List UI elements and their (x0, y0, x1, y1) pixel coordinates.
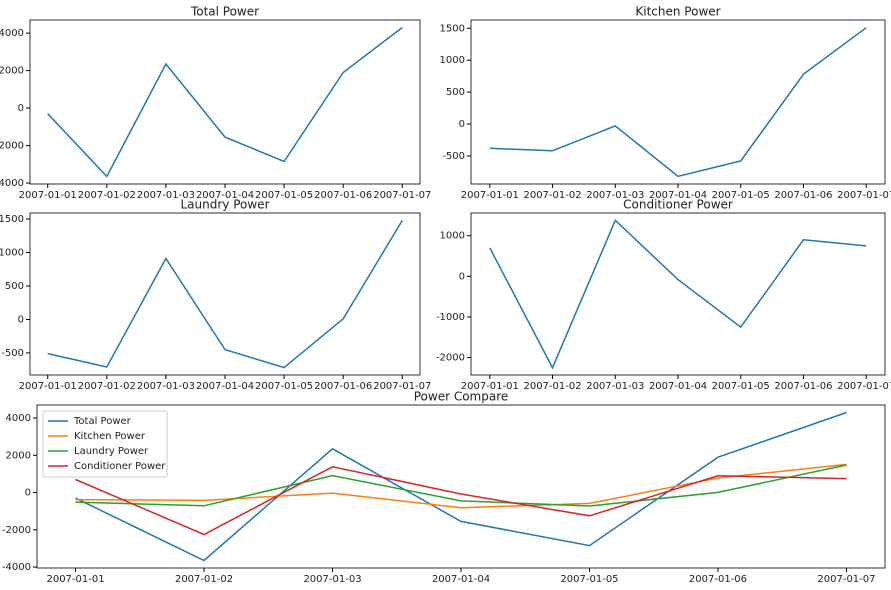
chart-title: Conditioner Power (623, 198, 733, 212)
x-tick-label: 2007-01-01 (19, 381, 77, 392)
x-tick-label: 2007-01-06 (689, 574, 747, 585)
x-tick-label: 2007-01-04 (649, 381, 707, 392)
legend-label: Conditioner Power (74, 461, 166, 472)
x-tick-label: 2007-01-03 (586, 190, 644, 201)
x-tick-label: 2007-01-04 (649, 190, 707, 201)
x-tick-label: 2007-01-02 (523, 381, 581, 392)
axes-frame (470, 212, 886, 376)
x-tick-label: 2007-01-03 (137, 381, 195, 392)
x-tick-label: 2007-01-03 (303, 574, 361, 585)
y-tick-label: 500 (5, 281, 24, 292)
y-tick-label: 4000 (0, 28, 24, 39)
x-tick-label: 2007-01-04 (196, 381, 254, 392)
x-tick-label: 2007-01-05 (560, 574, 618, 585)
x-tick-label: 2007-01-05 (255, 190, 313, 201)
x-tick-label: 2007-01-01 (46, 574, 104, 585)
line (47, 26, 403, 178)
axes-frame (29, 212, 421, 376)
axes-frame (36, 404, 886, 569)
x-tick-label: 2007-01-01 (461, 190, 519, 201)
line (47, 220, 403, 369)
x-tick-label: 2007-01-07 (373, 190, 431, 201)
x-tick-label: 2007-01-03 (137, 190, 195, 201)
subplot: Conditioner Power -2000 -1000 0 1000 2007-01-… (436, 198, 891, 393)
y-tick-label: -2000 (2, 525, 31, 536)
y-tick-label: 1500 (440, 23, 465, 34)
y-tick-label: -2000 (0, 141, 24, 152)
x-tick-label: 2007-01-06 (314, 190, 372, 201)
x-tick-label: 2007-01-07 (837, 381, 891, 392)
y-tick-label: 1500 (0, 214, 24, 225)
y-tick-label: 1000 (440, 231, 465, 242)
chart-title: Total Power (190, 5, 259, 19)
x-tick-label: 2007-01-06 (774, 381, 832, 392)
y-tick-label: -500 (442, 151, 465, 162)
subplot: Total Power -4000 -2000 0 2000 4000 2007-01-01… (0, 5, 431, 202)
legend-label: Kitchen Power (74, 431, 146, 442)
y-tick-label: -4000 (0, 178, 24, 189)
x-tick-label: 2007-01-04 (196, 190, 254, 201)
line (489, 219, 867, 370)
legend-label: Total Power (73, 416, 132, 427)
y-tick-label: 500 (446, 87, 465, 98)
line (489, 27, 867, 178)
subplot: Power Compare -4000 -2000 0 2000 4000 2007-01-… (2, 390, 886, 585)
y-tick-label: 0 (459, 271, 465, 282)
y-tick-label: 0 (18, 103, 24, 114)
y-tick-label: 0 (18, 314, 24, 325)
y-tick-label: 0 (459, 119, 465, 130)
legend-label: Laundry Power (74, 446, 149, 457)
y-tick-label: 1000 (440, 55, 465, 66)
y-tick-label: -4000 (2, 562, 31, 573)
subplot: Kitchen Power -500 0 500 1000 1500 2007-01-01 2… (440, 5, 891, 202)
x-tick-label: 2007-01-07 (373, 381, 431, 392)
y-tick-label: 2000 (6, 450, 31, 461)
x-tick-label: 2007-01-01 (461, 381, 519, 392)
x-tick-label: 2007-01-01 (19, 190, 77, 201)
x-tick-label: 2007-01-02 (78, 190, 136, 201)
chart-title: Kitchen Power (635, 5, 720, 19)
y-tick-label: 0 (25, 488, 31, 499)
x-tick-label: 2007-01-02 (78, 381, 136, 392)
line (75, 464, 847, 507)
line (75, 463, 847, 509)
y-tick-label: 2000 (0, 66, 24, 77)
y-tick-label: -2000 (436, 353, 465, 364)
x-tick-label: 2007-01-06 (314, 381, 372, 392)
y-tick-label: -1000 (436, 312, 465, 323)
x-tick-label: 2007-01-03 (586, 381, 644, 392)
line (75, 411, 847, 562)
x-tick-label: 2007-01-05 (255, 381, 313, 392)
legend-box (42, 410, 168, 478)
axes-frame (470, 19, 886, 185)
x-tick-label: 2007-01-07 (817, 574, 875, 585)
chart-title: Power Compare (414, 390, 509, 404)
y-tick-label: 1000 (0, 247, 24, 258)
y-tick-label: 4000 (6, 413, 31, 424)
x-tick-label: 2007-01-07 (837, 190, 891, 201)
x-tick-label: 2007-01-04 (432, 574, 490, 585)
line (75, 466, 847, 536)
x-tick-label: 2007-01-02 (523, 190, 581, 201)
x-tick-label: 2007-01-02 (175, 574, 233, 585)
x-tick-label: 2007-01-05 (712, 190, 770, 201)
y-tick-label: -500 (1, 348, 24, 359)
chart-title: Laundry Power (181, 198, 270, 212)
x-tick-label: 2007-01-06 (774, 190, 832, 201)
x-tick-label: 2007-01-05 (712, 381, 770, 392)
axes-frame (29, 19, 421, 185)
